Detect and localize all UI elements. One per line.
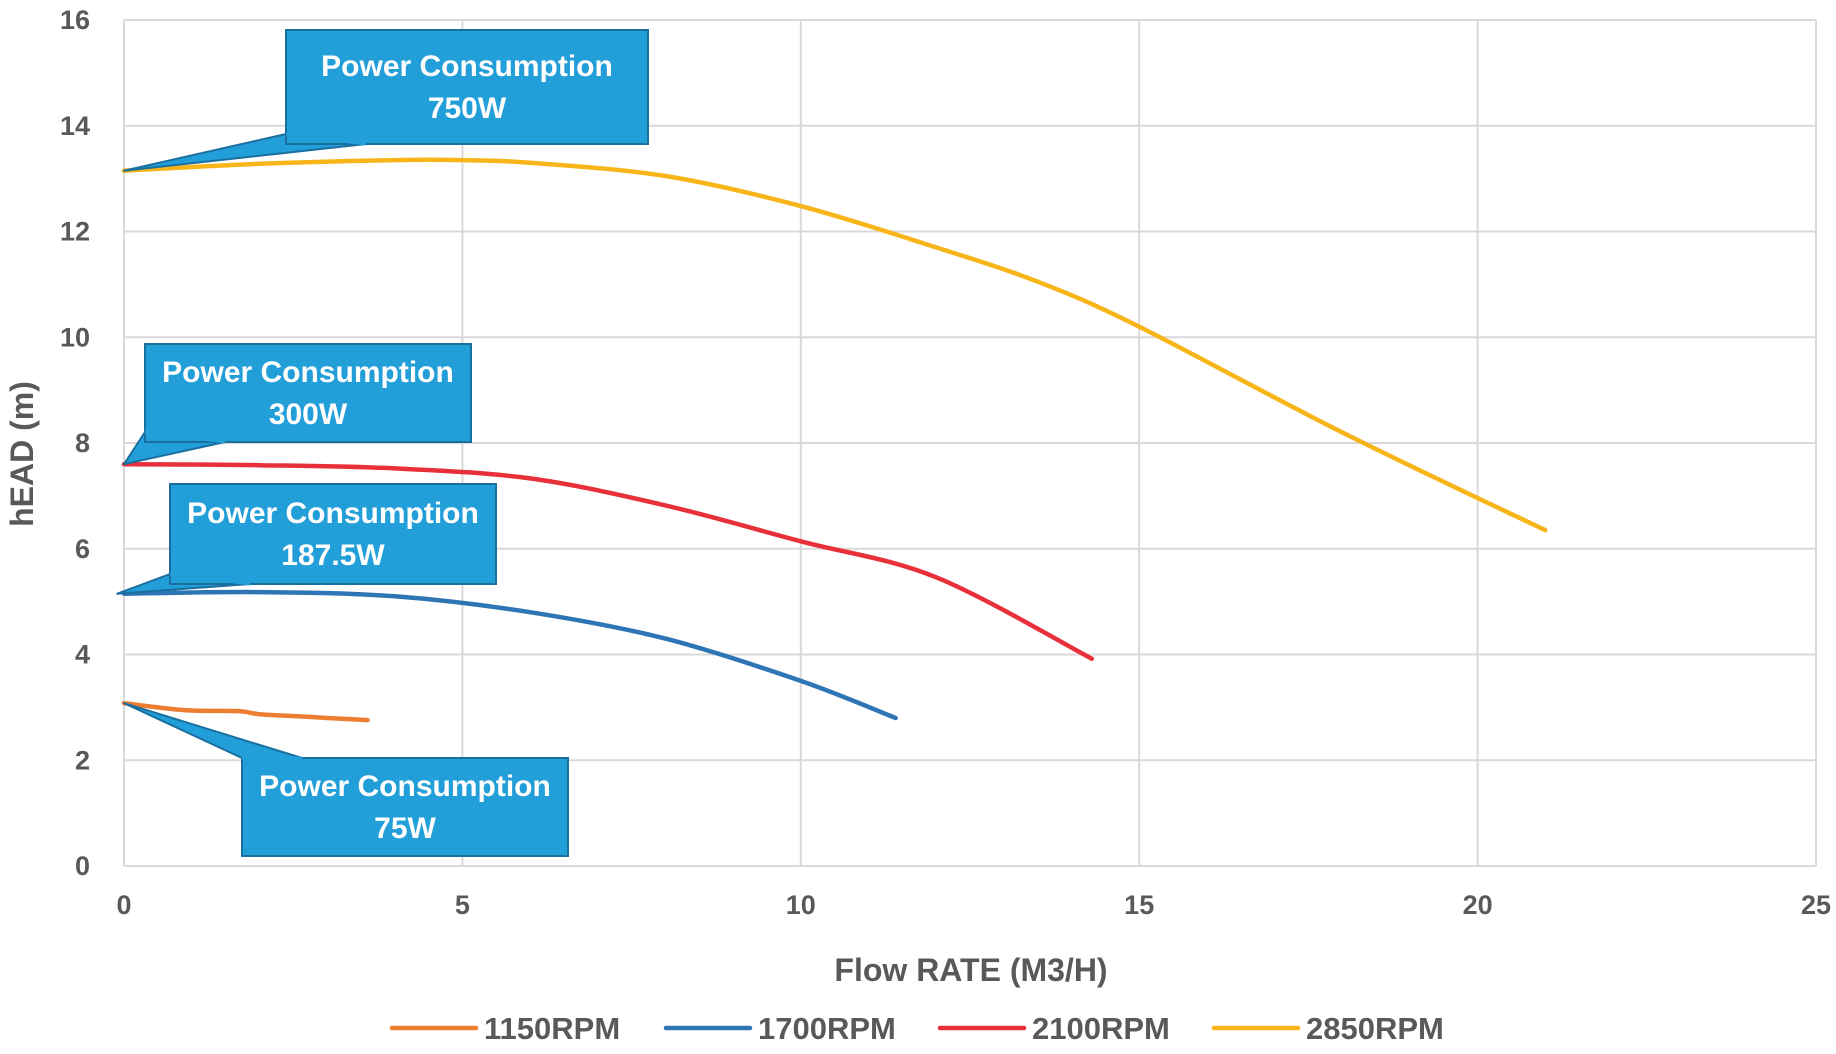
callout-box <box>144 343 472 443</box>
callout-seam <box>285 132 367 146</box>
callout-text: Power Consumption <box>321 50 613 83</box>
callout-text: Power Consumption <box>187 497 479 530</box>
callout-power-consumption: Power Consumption 187.5W <box>116 483 497 595</box>
callouts: Power Consumption 750W Power Consumption 30… <box>116 29 649 857</box>
series-line-1700rpm <box>121 589 898 721</box>
callout-seam <box>169 572 251 586</box>
callout-text: 300W <box>269 398 348 431</box>
x-tick-label: 25 <box>1801 890 1831 920</box>
callout-box <box>285 29 649 145</box>
x-tick-label: 0 <box>116 890 131 920</box>
legend: 1150RPM 1700RPM 2100RPM 2850RPM <box>389 1011 1444 1046</box>
y-tick-label: 10 <box>60 322 90 352</box>
series-line-1150rpm <box>121 700 370 723</box>
x-tick-label: 15 <box>1124 890 1154 920</box>
y-tick-label: 0 <box>75 851 90 881</box>
y-tick-label: 4 <box>75 640 90 670</box>
legend-item-2850rpm: 2850RPM <box>1211 1011 1444 1046</box>
y-tick-label: 8 <box>75 428 90 458</box>
callout-text: 75W <box>374 812 436 845</box>
legend-item-1150rpm: 1150RPM <box>389 1011 620 1046</box>
x-tick-label: 5 <box>455 890 470 920</box>
callout-box <box>169 483 497 585</box>
legend-item-1700rpm: 1700RPM <box>663 1011 896 1046</box>
y-tick-label: 14 <box>60 111 90 141</box>
x-axis-title: Flow RATE (M3/H) <box>834 952 1107 988</box>
y-tick-label: 2 <box>75 745 90 775</box>
y-tick-label: 6 <box>75 534 90 564</box>
legend-label: 2100RPM <box>1032 1011 1170 1046</box>
legend-item-2100rpm: 2100RPM <box>937 1011 1170 1046</box>
y-tick-label: 12 <box>60 217 90 247</box>
series-line-2850rpm <box>121 157 1548 533</box>
x-tick-label: 20 <box>1463 890 1493 920</box>
legend-label: 2850RPM <box>1306 1011 1444 1046</box>
legend-label: 1150RPM <box>484 1011 620 1046</box>
series-lines <box>121 157 1548 723</box>
callout-text: 750W <box>428 92 507 125</box>
callout-text: 187.5W <box>281 539 385 572</box>
legend-label: 1700RPM <box>758 1011 896 1046</box>
callout-box <box>241 757 569 857</box>
y-tick-label: 16 <box>60 5 90 35</box>
callout-text: Power Consumption <box>259 770 551 803</box>
callout-power-consumption: Power Consumption 75W <box>123 702 569 857</box>
callout-text: Power Consumption <box>162 356 454 389</box>
series-line-2100rpm <box>121 461 1095 661</box>
y-axis-title: hEAD (m) <box>4 381 40 527</box>
axes: 0 2 4 6 8 10 12 14 16 0 5 10 15 20 25 <box>60 5 1831 920</box>
callout-power-consumption: Power Consumption 300W <box>123 343 472 466</box>
callout-power-consumption: Power Consumption 750W <box>123 29 649 172</box>
x-tick-label: 10 <box>786 890 816 920</box>
callout-seam <box>144 430 226 444</box>
